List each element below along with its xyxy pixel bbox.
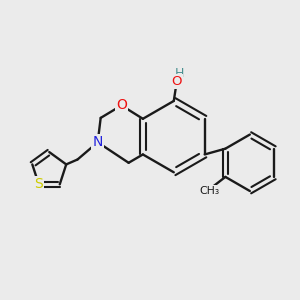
Text: H: H <box>174 67 184 80</box>
Text: N: N <box>92 135 103 149</box>
Text: O: O <box>172 75 182 88</box>
Text: CH₃: CH₃ <box>200 186 220 196</box>
Text: O: O <box>116 98 127 112</box>
Text: S: S <box>34 177 43 191</box>
